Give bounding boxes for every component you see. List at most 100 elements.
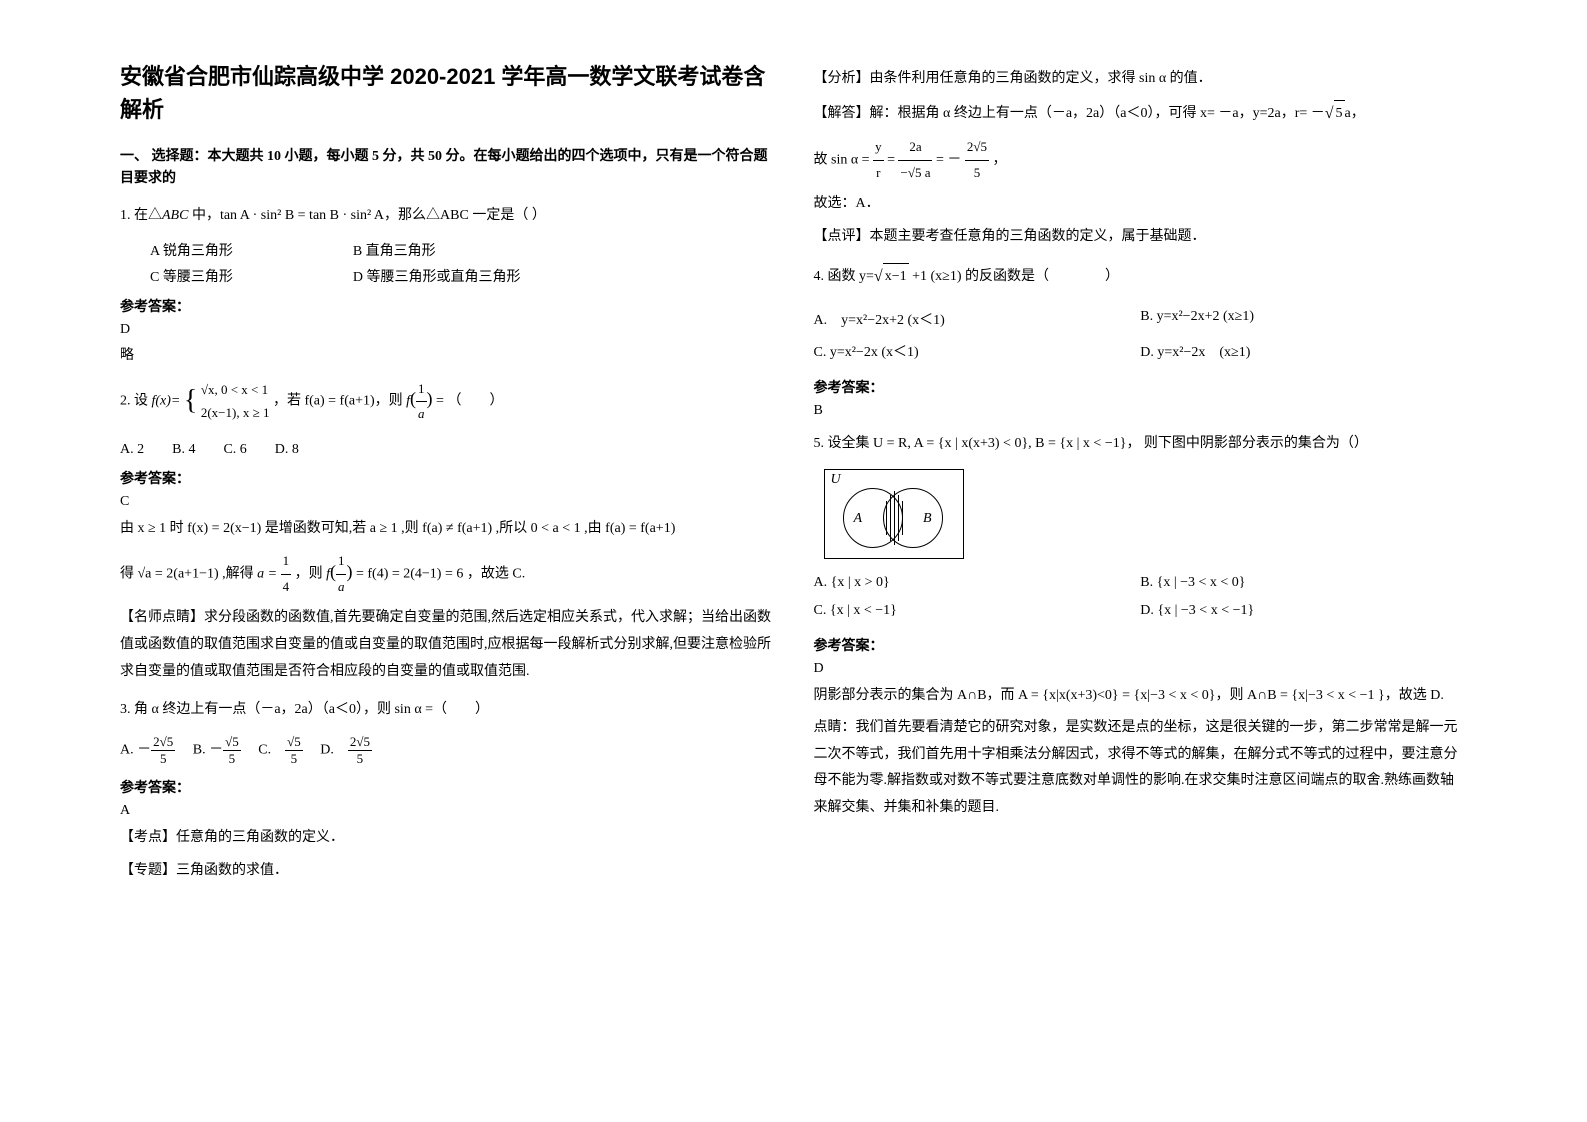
question-3: 3. 角 α 终边上有一点（－a，2a）（a＜0），则 sin α =（ ）	[120, 697, 774, 722]
q5-comment: 点睛：我们首先要看清楚它的研究对象，是实数还是点的坐标，这是很关键的一步，第二步…	[814, 715, 1468, 821]
question-1: 1. 在△ABC 中，tan A · sin² B = tan B · sin²…	[120, 203, 774, 228]
q1-optA: A 锐角三角形	[150, 240, 233, 260]
q2-piecewise: √x, 0 < x < 1 2(x−1), x ≥ 1	[201, 378, 270, 425]
q3-lblD: D.	[306, 743, 348, 758]
q4-optA: A. y=x²−2x+2 (x＜1)	[814, 309, 1141, 329]
right-column: 【分析】由条件利用任意角的三角函数的定义，求得 sin α 的值． 【解答】解：…	[794, 60, 1488, 1062]
question-4: 4. 函数 y=√x−1 +1 (x≥1) 的反函数是（ ）	[814, 263, 1468, 292]
question-5: 5. 设全集 U = R, A = {x | x(x+3) < 0}, B = …	[814, 431, 1468, 456]
q2-pw-bot: 2(x−1), x ≥ 1	[201, 401, 270, 424]
q5-sa: 5. 设全集 U = R, A = {x | x(x+3) < 0}, B = …	[814, 436, 1127, 451]
q5-optC: C. {x | x < −1}	[814, 603, 1141, 619]
q4-sq: x−1	[883, 263, 909, 289]
venn-diagram: U A B	[824, 469, 964, 559]
q5-explain: 阴影部分表示的集合为 A∩B，而 A = {x|x(x+3)<0} = {x|−…	[814, 683, 1468, 710]
venn-label-u: U	[831, 472, 841, 488]
q3-lblC: C.	[244, 743, 285, 758]
q1-answer: D	[120, 322, 774, 338]
q3-t4a: 【解答】解：根据角 α 终边上有一点（－a，2a）（a＜0），可得 x= －a，…	[814, 106, 1325, 121]
q2-comment: 【名师点睛】求分段函数的函数值,首先要确定自变量的范围,然后选定相应关系式，代入…	[120, 605, 774, 685]
q3-sin-line: 故 sin α = yr = 2a−√5 a = － 2√55 ，	[814, 135, 1468, 185]
venn-lbl-a: A	[854, 511, 863, 527]
q1-mid: 中，	[188, 208, 220, 223]
q4-optB: B. y=x²−2x+2 (x≥1)	[1140, 309, 1467, 329]
q5-optB: B. {x | −3 < x < 0}	[1140, 575, 1467, 591]
q3-fC-n: √5	[285, 734, 303, 751]
q3-frn: 2√5	[965, 135, 989, 161]
exam-title: 安徽省合肥市仙踪高级中学 2020-2021 学年高一数学文联考试卷含解析	[120, 60, 774, 126]
q3-fr: r	[873, 161, 884, 186]
q2-opts: A. 2 B. 4 C. 6 D. 8	[120, 438, 774, 458]
q3-tag5: 【点评】本题主要考查任意角的三角函数的定义，属于基础题．	[814, 224, 1468, 251]
q3-fB-d: 5	[223, 751, 241, 767]
q3-fC-d: 5	[285, 751, 303, 767]
q5-oA: {x | x > 0}	[831, 575, 890, 590]
venn-hatch	[884, 491, 904, 545]
q3-opts: A. －2√55 B. －√55 C. √55 D. 2√55	[120, 734, 774, 767]
section-1-header: 一、 选择题：本大题共 10 小题，每小题 5 分，共 50 分。在每小题给出的…	[120, 146, 774, 191]
q5-lB: B.	[1140, 575, 1156, 590]
q1-answer-label: 参考答案：	[120, 296, 774, 316]
venn-lbl-b: B	[923, 511, 932, 527]
q1-stem-prefix: 1. 在△	[120, 208, 162, 223]
q2-exp2d: ，故选 C.	[467, 566, 525, 581]
q2-answer-label: 参考答案：	[120, 468, 774, 488]
q2-pw-top: √x, 0 < x < 1	[201, 378, 270, 401]
q4-sa: 4. 函数 y=	[814, 269, 874, 284]
q2-exp2a: 得 √a = 2(a+1−1) ,解得	[120, 566, 254, 581]
q3-lblA: A. －	[120, 743, 151, 758]
q5-lD: D.	[1140, 603, 1157, 618]
q3-sinp: 故 sin α =	[814, 152, 870, 167]
q5-opts: A. {x | x > 0} B. {x | −3 < x < 0} C. {x…	[814, 569, 1468, 625]
q1-abc: ABC	[162, 208, 188, 223]
q3-frd: 5	[965, 161, 989, 186]
question-2: 2. 设 f(x)= { √x, 0 < x < 1 2(x−1), x ≥ 1…	[120, 376, 774, 426]
q2-stem: 2. 设	[120, 393, 148, 408]
q3-answer-label: 参考答案：	[120, 777, 774, 797]
q2-answer: C	[120, 494, 774, 510]
q4-opts: A. y=x²−2x+2 (x＜1) B. y=x²−2x+2 (x≥1) C.…	[814, 303, 1468, 367]
q2-exp2c: = f(4) = 2(4−1) = 6	[356, 566, 463, 581]
q1-optD: D 等腰三角形或直角三角形	[353, 266, 521, 286]
q3-eq: =	[887, 152, 895, 167]
q5-optA: A. {x | x > 0}	[814, 575, 1141, 591]
q3-eq2: = －	[936, 152, 961, 167]
q3-answer: A	[120, 803, 774, 819]
q2-exp2b: ，则	[295, 566, 323, 581]
q5-oC: {x | x < −1}	[830, 603, 897, 618]
q4-answer-label: 参考答案：	[814, 377, 1468, 397]
q5-answer: D	[814, 661, 1468, 677]
q1-formula: tan A · sin² B = tan B · sin² A	[220, 208, 384, 223]
q2-explain-2: 得 √a = 2(a+1−1) ,解得 a = 14 ，则 f(1a) = f(…	[120, 549, 774, 599]
q1-optB: B 直角三角形	[353, 240, 436, 260]
q5-oB: {x | −3 < x < 0}	[1157, 575, 1246, 590]
q4-sb: +1 (x≥1) 的反函数是（ ）	[909, 269, 1119, 284]
q5-lC: C.	[814, 603, 830, 618]
q5-lA: A.	[814, 575, 831, 590]
q3-fA-d: 5	[151, 751, 175, 767]
q3-fA-n: 2√5	[151, 734, 175, 751]
q4-answer: B	[814, 403, 1468, 419]
q3-f2d: −√5 a	[898, 161, 932, 186]
q3-per: ，	[993, 152, 1007, 167]
q3-fy: y	[873, 135, 884, 161]
q1-optC: C 等腰三角形	[150, 266, 233, 286]
q4-optC: C. y=x²−2x (x＜1)	[814, 341, 1141, 361]
q1-options-row1: A 锐角三角形 B 直角三角形	[150, 240, 774, 260]
q5-oD: {x | −3 < x < −1}	[1157, 603, 1254, 618]
q3-t4b: a，	[1345, 106, 1365, 121]
q4-optD: D. y=x²−2x (x≥1)	[1140, 341, 1467, 361]
q2-explain-1: 由 x ≥ 1 时 f(x) = 2(x−1) 是增函数可知,若 a ≥ 1 ,…	[120, 516, 774, 543]
q1-brief: 略	[120, 344, 774, 364]
q3-fD-n: 2√5	[348, 734, 372, 751]
q3-fB-n: √5	[223, 734, 241, 751]
q3-tag3: 【分析】由条件利用任意角的三角函数的定义，求得 sin α 的值．	[814, 66, 1468, 93]
left-column: 安徽省合肥市仙踪高级中学 2020-2021 学年高一数学文联考试卷含解析 一、…	[100, 60, 794, 1062]
q5-sb: ， 则下图中阴影部分表示的集合为（）	[1126, 436, 1368, 451]
q1-options-row2: C 等腰三角形 D 等腰三角形或直角三角形	[150, 266, 774, 286]
q2-tail: = （ ）	[436, 393, 503, 408]
q3-lblB: B. －	[179, 743, 223, 758]
q2-mid: ，若 f(a) = f(a+1)，则	[273, 393, 403, 408]
q1-suffix: ，那么△ABC 一定是（ ）	[384, 208, 546, 223]
q3-fD-d: 5	[348, 751, 372, 767]
